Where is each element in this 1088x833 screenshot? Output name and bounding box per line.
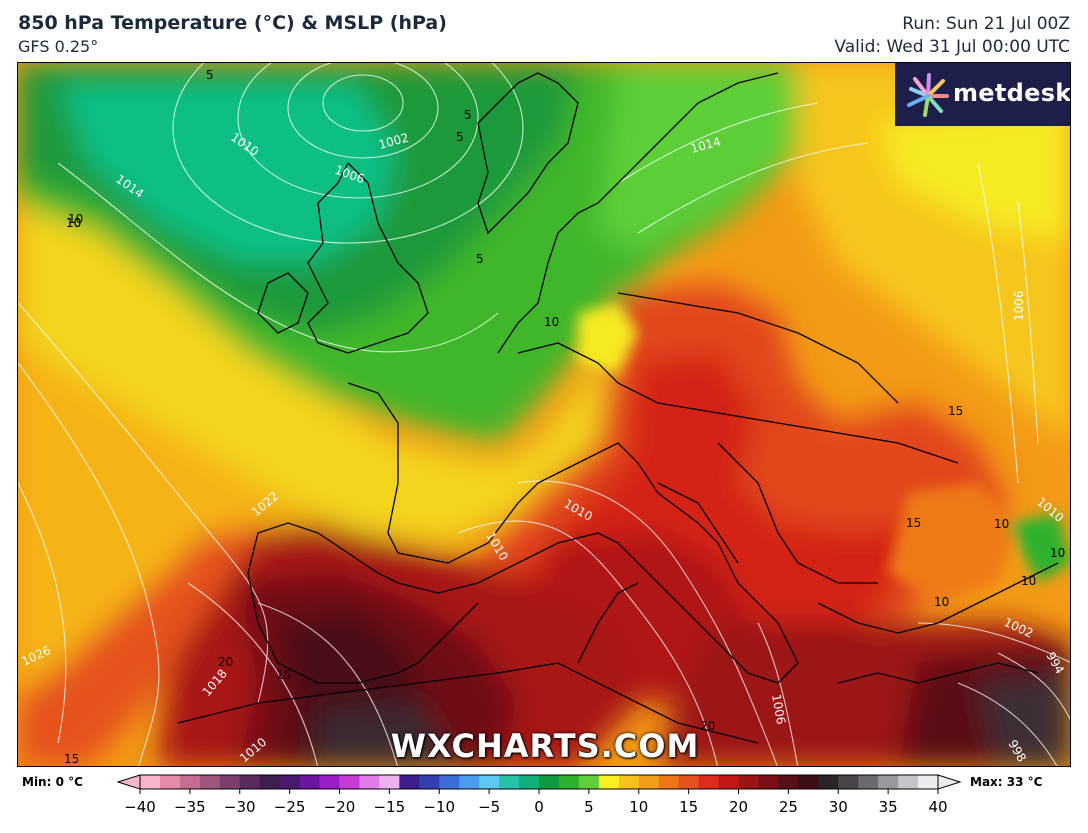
colorbar-segment xyxy=(519,775,540,789)
colorbar-segment xyxy=(199,775,221,789)
min-label: Min: 0 °C xyxy=(22,775,83,789)
colorbar-segment xyxy=(219,775,241,789)
colorbar-tick-label: 30 xyxy=(828,798,848,816)
colorbar-segment xyxy=(738,775,759,789)
colorbar-segment xyxy=(698,775,720,789)
temp-label: 20 xyxy=(700,719,715,733)
temp-label: 10 xyxy=(66,216,81,230)
watermark: WXCHARTS.COM xyxy=(390,727,700,765)
colorbar-tick-label: 10 xyxy=(629,798,649,816)
colorbar-segment xyxy=(299,775,321,789)
header: 850 hPa Temperature (°C) & MSLP (hPa) GF… xyxy=(0,0,1088,62)
colorbar-tick-label: −35 xyxy=(174,798,206,816)
colorbar-tick-label: 25 xyxy=(778,798,798,816)
temp-label: 15 xyxy=(948,404,963,418)
colorbar-tick-label: −10 xyxy=(423,798,456,816)
temperature-field: 1002 1006 1010 1014 1014 1022 1026 1018 … xyxy=(18,63,1070,766)
temp-label: 10 xyxy=(994,517,1009,531)
isobar-label: 1006 xyxy=(769,693,788,726)
run-time: Run: Sun 21 Jul 00Z xyxy=(902,14,1070,34)
coastlines xyxy=(177,72,1059,744)
colorbar-segment xyxy=(598,775,620,789)
colorbar-segment xyxy=(778,775,799,789)
weather-map: 1002 1006 1010 1014 1014 1022 1026 1018 … xyxy=(17,62,1071,767)
colorbar-segment xyxy=(758,775,779,789)
valid-time: Valid: Wed 31 Jul 00:00 UTC xyxy=(834,37,1070,57)
colorbar-segment xyxy=(878,775,899,789)
colorbar-segment xyxy=(539,775,560,789)
colorbar-segment xyxy=(279,775,301,789)
colorbar-segment xyxy=(179,775,201,789)
colorbar-arrow-left xyxy=(116,774,141,790)
colorbar-segment xyxy=(918,775,939,789)
colorbar-tick-label: 20 xyxy=(728,798,749,816)
colorbar-segment xyxy=(678,775,700,789)
colorbar-segment xyxy=(838,775,859,789)
colorbar-segment xyxy=(339,775,360,789)
temp-label: 10 xyxy=(1050,546,1065,560)
temp-label: 15 xyxy=(64,752,79,766)
colorbar-segment xyxy=(319,775,340,789)
isobar-lines xyxy=(18,63,1070,766)
colorbar-segment xyxy=(638,775,660,789)
colorbar-segment xyxy=(898,775,919,789)
colorbar-segment xyxy=(479,775,500,789)
temp-label: 5 xyxy=(456,130,464,144)
colorbar-segment xyxy=(459,775,480,789)
temperature-labels: 5 5 5 5 10 10 10 15 10 15 10 10 10 10 20… xyxy=(64,68,1065,766)
colorbar-segment xyxy=(399,775,420,789)
colorbar-segment xyxy=(239,775,261,789)
temp-label: 5 xyxy=(464,108,472,122)
temp-label: 15 xyxy=(906,516,921,530)
colorbar-segment xyxy=(379,775,400,789)
colorbar-segment xyxy=(439,775,460,789)
logo-text: metdesk xyxy=(953,79,1071,107)
colorbar-segment xyxy=(159,775,181,789)
temp-label: 10 xyxy=(68,212,83,226)
metdesk-burst-icon xyxy=(907,73,949,117)
colorbar-segment xyxy=(558,775,580,789)
colorbar-segment xyxy=(359,775,380,789)
temp-label: 20 xyxy=(218,655,233,669)
temp-label: 10 xyxy=(544,315,559,329)
colorbar-segment xyxy=(718,775,739,789)
colorbar-tick-label: 35 xyxy=(878,798,898,816)
color-legend: Min: 0 °C Max: 33 °C −40 −35 −30 −25 −20 −15−… xyxy=(0,768,1088,833)
colorbar-gradient xyxy=(116,774,962,794)
colorbar-tick-label: −15 xyxy=(373,798,406,816)
colorbar-tick-label: 40 xyxy=(928,798,948,816)
max-label: Max: 33 °C xyxy=(970,775,1043,789)
colorbar-segment xyxy=(499,775,520,789)
temp-label: 5 xyxy=(476,252,484,266)
colorbar-tick-label: −25 xyxy=(273,798,306,816)
temp-label: 10 xyxy=(1021,574,1036,588)
colorbar-tick-label: −40 xyxy=(124,798,156,816)
colorbar-tick-label: −20 xyxy=(323,798,356,816)
temp-label: 15 xyxy=(276,668,291,682)
colorbar-segment xyxy=(578,775,600,789)
colorbar-tick-label: 5 xyxy=(584,798,594,816)
colorbar-segment xyxy=(618,775,640,789)
colorbar-tick-label: 15 xyxy=(679,798,699,816)
chart-title: 850 hPa Temperature (°C) & MSLP (hPa) xyxy=(18,12,447,34)
colorbar-segment xyxy=(798,775,819,789)
colorbar-segment xyxy=(140,775,161,789)
colorbar-segment xyxy=(658,775,680,789)
colorbar-tick-label: 0 xyxy=(534,798,544,816)
temp-label: 10 xyxy=(66,216,81,230)
colorbar-arrow-right xyxy=(937,774,962,790)
colorbar-segment xyxy=(419,775,440,789)
temp-label: 5 xyxy=(206,68,214,82)
colorbar-tick-label: −30 xyxy=(223,798,256,816)
model-name: GFS 0.25° xyxy=(18,37,99,56)
temp-label: 10 xyxy=(934,595,949,609)
colorbar-segment xyxy=(818,775,839,789)
isobar-label: 1006 xyxy=(1012,290,1026,321)
colorbar-tick-label: −5 xyxy=(478,798,501,816)
colorbar-segment xyxy=(259,775,281,789)
metdesk-logo: metdesk xyxy=(895,63,1071,126)
colorbar-segment xyxy=(858,775,879,789)
